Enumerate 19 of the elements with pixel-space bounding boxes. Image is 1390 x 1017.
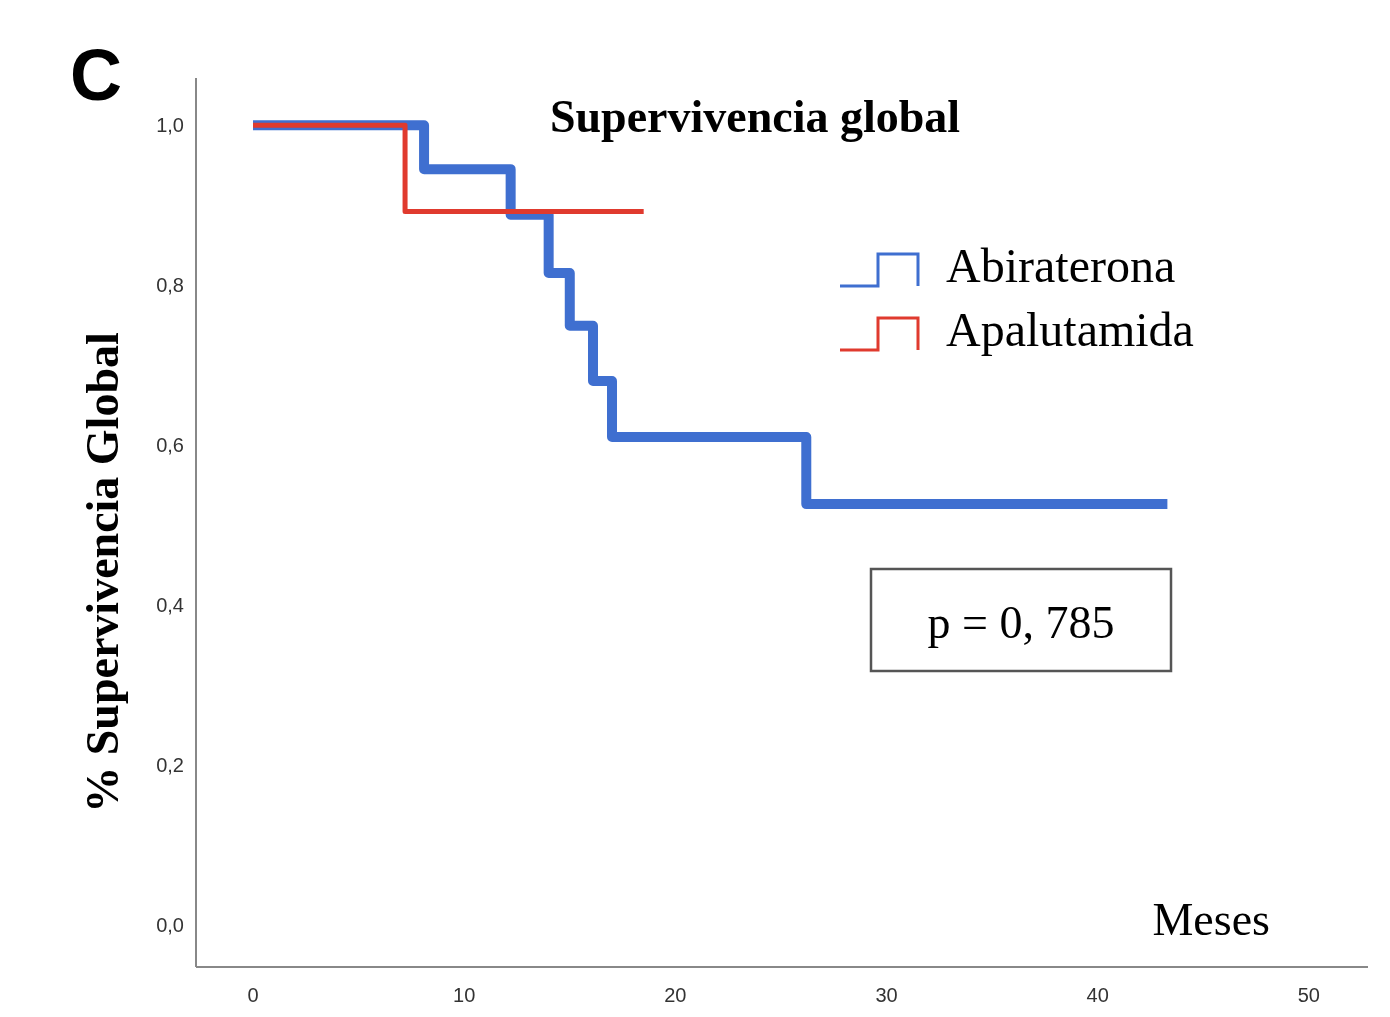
- y-tick-label: 0,0: [156, 913, 184, 936]
- legend-label: Apalutamida: [946, 303, 1194, 356]
- y-tick-label: 0,6: [156, 433, 184, 456]
- legend-label: Abiraterona: [946, 239, 1176, 292]
- x-tick-label: 20: [664, 984, 687, 1006]
- y-tick-label: 0,2: [156, 753, 184, 776]
- x-tick-label: 40: [1086, 984, 1109, 1006]
- x-tick-label: 50: [1297, 984, 1320, 1006]
- y-tick-label: 0,4: [156, 593, 184, 616]
- x-tick-label: 0: [247, 984, 259, 1006]
- y-tick-label: 1,0: [156, 114, 184, 137]
- text: C: [70, 35, 122, 115]
- x-tick-label: 10: [453, 984, 476, 1006]
- y-tick-label: 0,8: [156, 274, 184, 297]
- x-axis-title: Meses: [1152, 894, 1270, 945]
- x-tick-label: 30: [875, 984, 898, 1006]
- annotation: p = 0, 785: [927, 597, 1115, 648]
- chart-title: Supervivencia global: [549, 91, 961, 142]
- y-axis-title: % Supervivencia Global: [77, 332, 128, 813]
